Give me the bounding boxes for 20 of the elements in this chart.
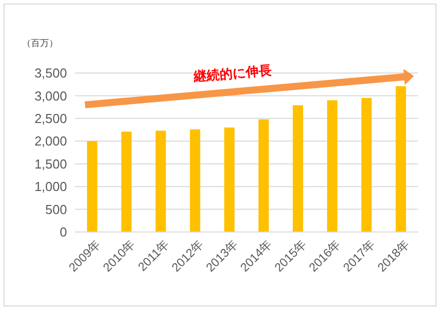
y-tick-label: 1,000 (34, 179, 67, 194)
bar (258, 119, 269, 232)
y-axis-title: （百万） (22, 38, 58, 48)
annotation: 継続的に伸長 (192, 62, 272, 84)
bar (224, 128, 234, 232)
bar (190, 129, 200, 232)
y-tick-label: 2,500 (34, 110, 67, 126)
y-tick-label: 1,500 (34, 156, 67, 172)
bar (121, 132, 132, 232)
bar (292, 105, 304, 232)
bar (87, 141, 98, 232)
bar (361, 98, 372, 232)
bar (396, 86, 406, 232)
y-tick-label: 500 (45, 202, 67, 217)
y-tick-label: 0 (60, 224, 67, 240)
bar (327, 100, 338, 232)
y-tick-label: 3,000 (34, 88, 67, 104)
bar (156, 130, 166, 232)
y-tick-label: 3,500 (34, 66, 67, 81)
y-tick-label: 2,000 (34, 134, 67, 149)
